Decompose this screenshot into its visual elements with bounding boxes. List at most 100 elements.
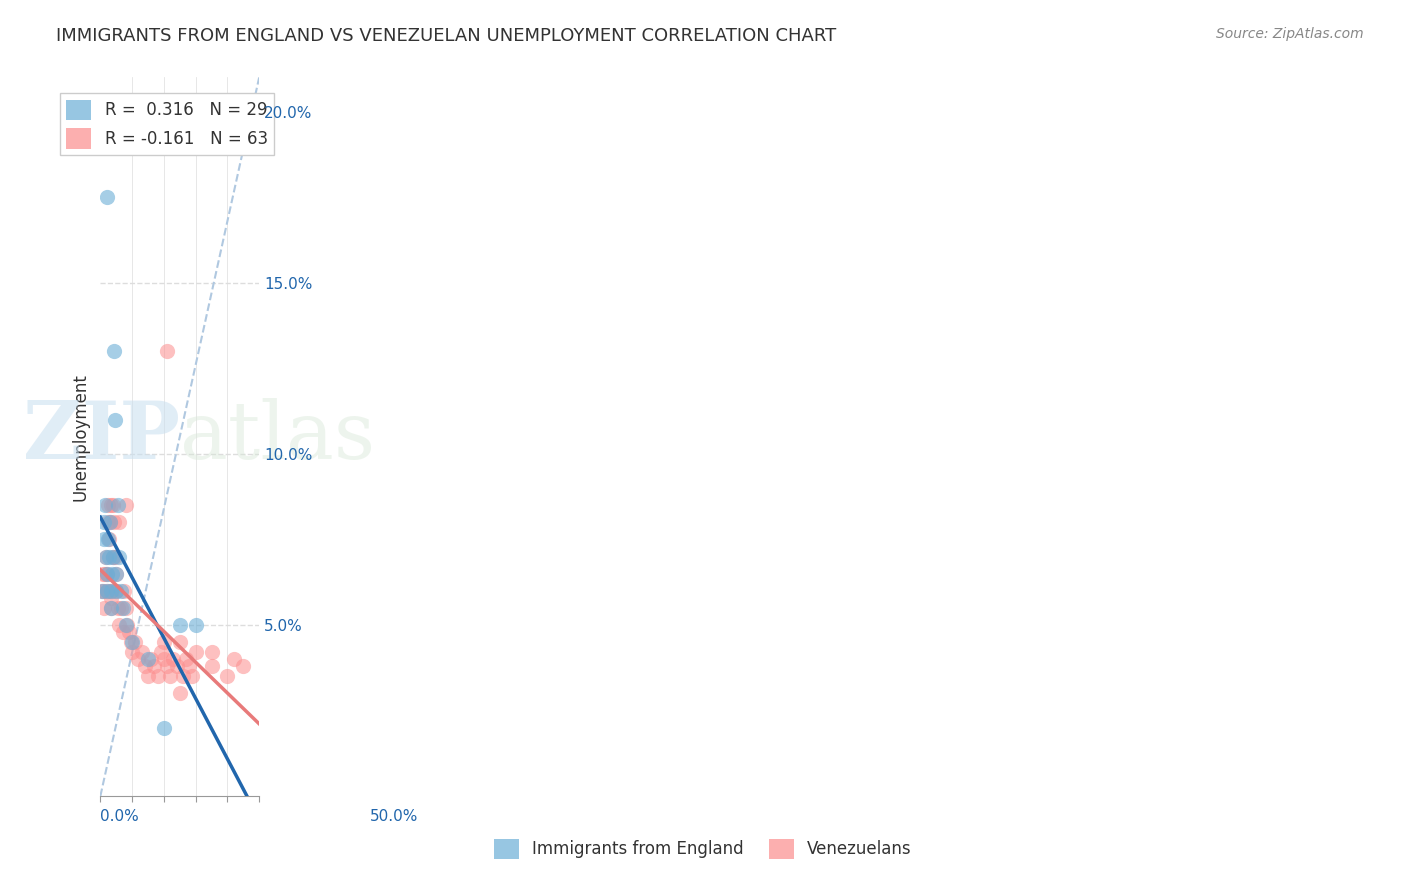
Point <box>96 566 118 581</box>
Point <box>124 635 146 649</box>
Point <box>153 652 176 666</box>
Point <box>169 618 191 632</box>
Point <box>181 669 204 683</box>
Point <box>111 624 134 639</box>
Point <box>100 600 122 615</box>
Point <box>200 645 222 659</box>
Point <box>108 516 131 530</box>
Point <box>107 498 129 512</box>
Point <box>98 516 121 530</box>
Point <box>100 591 122 605</box>
Point <box>101 549 124 564</box>
Point <box>94 566 117 581</box>
Point <box>146 669 169 683</box>
Point <box>162 652 184 666</box>
Point <box>100 583 122 598</box>
Point <box>94 549 117 564</box>
Point <box>104 549 127 564</box>
Point <box>93 600 115 615</box>
Point <box>98 583 121 598</box>
Text: 50.0%: 50.0% <box>370 809 418 824</box>
Point <box>100 600 122 615</box>
Point <box>97 533 120 547</box>
Point <box>121 645 143 659</box>
Legend: R =  0.316   N = 29, R = -0.161   N = 63: R = 0.316 N = 29, R = -0.161 N = 63 <box>59 93 274 155</box>
Point <box>96 583 118 598</box>
Point <box>110 600 132 615</box>
Text: atlas: atlas <box>180 398 375 475</box>
Point <box>104 566 127 581</box>
Text: Source: ZipAtlas.com: Source: ZipAtlas.com <box>1216 27 1364 41</box>
Text: 0.0%: 0.0% <box>100 809 139 824</box>
Point <box>93 516 115 530</box>
Point <box>200 659 222 673</box>
Point <box>97 549 120 564</box>
Point <box>222 652 245 666</box>
Point <box>101 549 124 564</box>
Point <box>153 721 176 735</box>
Point <box>93 583 115 598</box>
Legend: Immigrants from England, Venezuelans: Immigrants from England, Venezuelans <box>488 832 918 866</box>
Point <box>101 498 124 512</box>
Point <box>141 652 163 666</box>
Text: ZIP: ZIP <box>22 398 180 475</box>
Point <box>143 659 166 673</box>
Point <box>112 583 135 598</box>
Point <box>110 583 132 598</box>
Point <box>120 635 142 649</box>
Text: IMMIGRANTS FROM ENGLAND VS VENEZUELAN UNEMPLOYMENT CORRELATION CHART: IMMIGRANTS FROM ENGLAND VS VENEZUELAN UN… <box>56 27 837 45</box>
Point <box>172 669 194 683</box>
Point <box>169 686 191 700</box>
Point <box>101 566 124 581</box>
Point <box>114 618 136 632</box>
Point <box>105 583 128 598</box>
Point <box>184 645 207 659</box>
Point <box>169 635 191 649</box>
Point <box>114 600 136 615</box>
Point <box>107 600 129 615</box>
Point <box>117 618 139 632</box>
Point <box>149 645 172 659</box>
Point <box>108 618 131 632</box>
Point <box>103 344 125 359</box>
Point <box>153 635 176 649</box>
Point <box>98 516 121 530</box>
Point <box>93 533 115 547</box>
Point <box>91 583 114 598</box>
Y-axis label: Unemployment: Unemployment <box>72 373 89 500</box>
Point <box>127 652 149 666</box>
Point <box>136 669 159 683</box>
Point <box>179 659 201 673</box>
Point <box>217 669 239 683</box>
Point <box>159 669 181 683</box>
Point <box>136 652 159 666</box>
Point <box>108 549 131 564</box>
Point <box>94 498 117 512</box>
Point <box>96 583 118 598</box>
Point <box>97 516 120 530</box>
Point <box>96 190 118 204</box>
Point <box>156 344 179 359</box>
Point <box>104 412 127 426</box>
Point <box>156 659 179 673</box>
Point <box>111 600 134 615</box>
Point <box>97 498 120 512</box>
Point <box>166 659 188 673</box>
Point <box>98 533 121 547</box>
Point <box>96 566 118 581</box>
Point <box>131 645 153 659</box>
Point <box>91 566 114 581</box>
Point <box>134 659 156 673</box>
Point <box>121 635 143 649</box>
Point <box>118 624 141 639</box>
Point <box>104 583 127 598</box>
Point <box>101 583 124 598</box>
Point <box>105 566 128 581</box>
Point <box>103 516 125 530</box>
Point <box>232 659 254 673</box>
Point <box>174 652 197 666</box>
Point <box>100 498 122 512</box>
Point <box>91 583 114 598</box>
Point <box>94 549 117 564</box>
Point <box>114 498 136 512</box>
